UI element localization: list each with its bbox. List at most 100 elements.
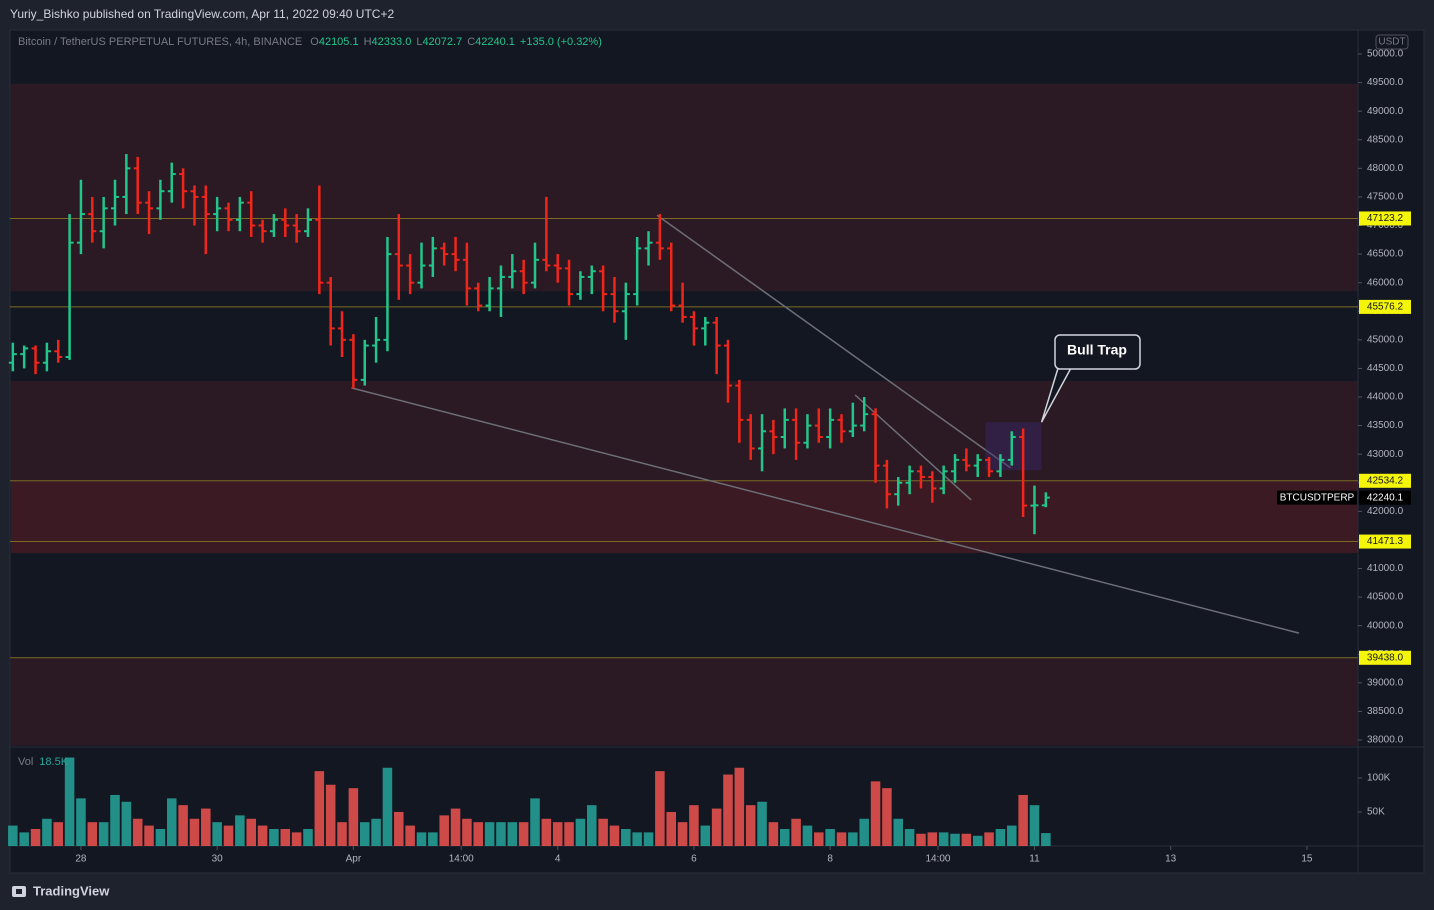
volume-bar	[337, 822, 347, 846]
volume-bar	[609, 825, 620, 846]
level-label: 42534.2	[1367, 475, 1404, 486]
ohlc-bar	[8, 342, 17, 372]
level-label: 39438.0	[1367, 652, 1404, 663]
last-price-symbol-tag	[1277, 490, 1357, 505]
ohlc-bar	[803, 414, 812, 449]
x-tick-label: 30	[212, 854, 224, 865]
volume-bar	[598, 818, 608, 846]
volume-bar	[893, 818, 904, 846]
volume-bar	[882, 788, 892, 846]
volume-bar	[371, 818, 381, 846]
volume-bar	[132, 818, 143, 846]
y-tick-label: 50000.0	[1367, 49, 1404, 60]
ohlc-bar	[440, 242, 449, 266]
volume-bar	[587, 805, 597, 846]
volume-bar	[439, 815, 449, 846]
ohlc-bar	[621, 282, 630, 340]
volume-bar	[303, 828, 313, 846]
ohlc-bar	[76, 179, 85, 255]
volume-bar	[745, 805, 756, 846]
volume-bar	[257, 825, 268, 846]
x-tick-label: 8	[827, 854, 833, 865]
volume-bar	[552, 822, 563, 846]
volume-bar	[916, 833, 926, 846]
volume-bar	[53, 822, 64, 846]
volume-bar	[30, 828, 41, 846]
volume-bar	[575, 818, 586, 846]
volume-bar	[382, 767, 393, 846]
volume-bar	[42, 818, 52, 846]
ohlc-bar	[224, 202, 233, 232]
ohlc-bar	[542, 196, 551, 272]
ohlc-bar	[42, 342, 51, 372]
volume-bar	[314, 771, 325, 846]
level-tag	[1359, 299, 1411, 314]
ohlc-bar	[372, 316, 381, 363]
ohlc-bar	[576, 271, 585, 300]
volume-bar	[359, 822, 370, 846]
legend-value: 42240.1	[475, 36, 515, 48]
volume-bar	[677, 822, 688, 846]
volume-bar	[814, 832, 824, 846]
ohlc-bar	[167, 162, 176, 203]
volume-bar	[280, 828, 291, 846]
volume-bar	[689, 805, 699, 846]
ohlc-bar	[758, 414, 767, 472]
x-tick-label: 28	[75, 854, 87, 865]
ohlc-bar	[939, 465, 948, 495]
volume-bar	[938, 832, 949, 846]
ohlc-bar	[65, 214, 74, 360]
volume-bar	[859, 818, 869, 846]
volume-bar	[518, 822, 529, 846]
ohlc-bar	[894, 477, 903, 506]
volume-bar	[632, 832, 642, 846]
last-price-tag	[1359, 490, 1411, 505]
ohlc-bar	[145, 191, 154, 235]
ohlc-bar	[235, 196, 244, 232]
y-tick-label: 49500.0	[1367, 77, 1404, 88]
ohlc-bar	[462, 242, 471, 306]
x-tick-label: 14:00	[449, 854, 474, 865]
ohlc-bar	[565, 259, 574, 306]
trendline	[656, 214, 1012, 469]
ohlc-bar	[247, 191, 256, 237]
ohlc-bar	[394, 214, 403, 300]
volume-bar	[802, 825, 813, 846]
volume-bar	[462, 818, 472, 846]
y-tick-label: 44000.0	[1367, 392, 1404, 403]
volume-bar	[734, 767, 745, 846]
ohlc-bar	[428, 236, 437, 277]
ohlc-bar	[406, 254, 415, 295]
legend: Bitcoin / TetherUS PERPETUAL FUTURES, 4h…	[18, 36, 602, 48]
ohlc-bar	[723, 339, 732, 403]
volume-bar	[1029, 805, 1040, 846]
y-tick-label: 39000.0	[1367, 677, 1404, 688]
ohlc-bar	[1030, 485, 1039, 535]
volume-bar	[972, 835, 983, 846]
currency-label[interactable]: USDT	[1378, 37, 1405, 48]
ohlc-bar	[326, 276, 335, 346]
volume-bar	[64, 757, 75, 846]
ohlc-bar	[315, 185, 324, 295]
level-tag	[1359, 650, 1411, 665]
volume-bar	[246, 818, 256, 846]
ohlc-bar	[292, 214, 301, 243]
ohlc-bar	[814, 408, 823, 443]
ohlc-bar	[633, 236, 642, 306]
ohlc-bar	[826, 408, 835, 449]
currency-button[interactable]	[1375, 34, 1409, 50]
volume-legend: Vol 18.5K	[18, 756, 69, 768]
y-tick-label: 43000.0	[1367, 449, 1404, 460]
volume-bar	[155, 828, 166, 846]
level-label: 45576.2	[1367, 302, 1404, 313]
volume-bar	[87, 822, 98, 846]
y-tick-label: 49000.0	[1367, 106, 1404, 117]
volume-bar	[621, 828, 631, 846]
volume-bar	[507, 822, 518, 846]
logo	[12, 886, 26, 897]
volume-bar	[348, 788, 359, 846]
volume-bar	[961, 833, 972, 846]
ohlc-bar	[996, 454, 1005, 478]
ohlc-bar	[213, 196, 222, 232]
ohlc-bar	[360, 339, 369, 386]
